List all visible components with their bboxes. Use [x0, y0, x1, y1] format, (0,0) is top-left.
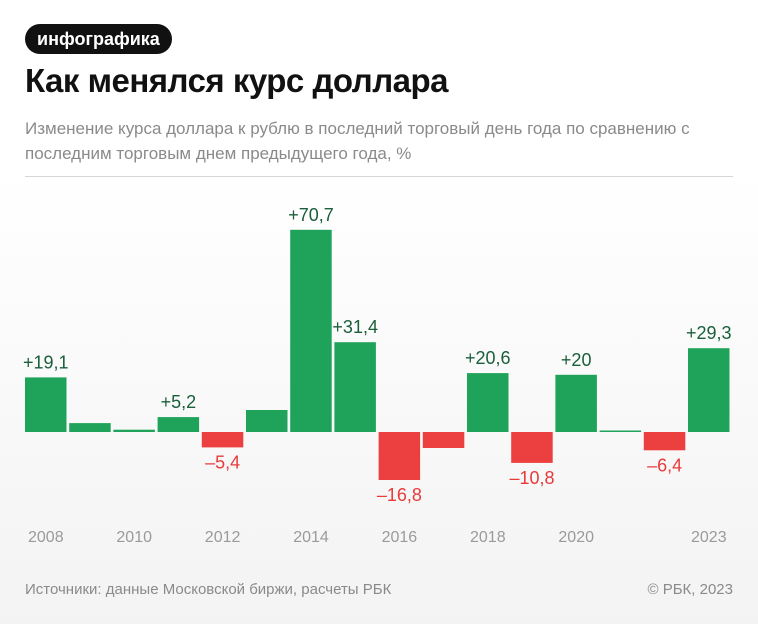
bar-2010: [113, 429, 155, 432]
data-label-2015: +31,4: [332, 317, 378, 337]
page-title: Как менялся курс доллара: [25, 62, 449, 99]
bar-2023: [688, 348, 730, 432]
data-label-2020: +20: [561, 350, 592, 370]
bar-2014: [290, 229, 332, 432]
x-tick-label-2014: 2014: [293, 529, 329, 546]
chart-subtitle: Изменение курса доллара к рублю в послед…: [25, 119, 690, 163]
data-label-2019: –10,8: [509, 468, 554, 488]
data-label-2022: –6,4: [647, 455, 682, 475]
bar-2016: [378, 432, 421, 480]
bar-2020: [555, 374, 597, 432]
data-label-2011: +5,2: [161, 392, 197, 412]
bar-2011: [157, 417, 200, 432]
bar-2012: [201, 432, 244, 448]
bar-2021: [599, 430, 642, 432]
x-tick-label-2016: 2016: [382, 529, 418, 546]
x-tick-label-2012: 2012: [205, 529, 241, 546]
data-label-2008: +19,1: [23, 352, 69, 372]
source-note: Источники: данные Московской биржи, расч…: [25, 581, 392, 598]
infographic-badge: инфографика: [25, 24, 172, 54]
x-tick-label-2018: 2018: [470, 529, 506, 546]
bar-2018: [467, 373, 509, 432]
copyright-note: © РБК, 2023: [647, 581, 733, 598]
header-divider: [25, 176, 733, 177]
x-tick-label-2020: 2020: [558, 529, 594, 546]
data-label-2012: –5,4: [205, 452, 240, 472]
data-label-2016: –16,8: [377, 485, 422, 505]
x-tick-label-2023: 2023: [691, 529, 727, 546]
data-label-2023: +29,3: [686, 323, 732, 343]
bar-2017: [422, 432, 465, 448]
bar-2015: [334, 342, 376, 432]
bar-2009: [69, 423, 111, 432]
data-label-2018: +20,6: [465, 348, 511, 368]
data-label-2014: +70,7: [288, 205, 334, 225]
bar-2008: [25, 377, 67, 432]
x-tick-label-2010: 2010: [116, 529, 152, 546]
bar-2013: [246, 410, 288, 432]
bar-2022: [643, 432, 686, 451]
x-tick-label-2008: 2008: [28, 529, 64, 546]
bar-2019: [511, 432, 553, 463]
